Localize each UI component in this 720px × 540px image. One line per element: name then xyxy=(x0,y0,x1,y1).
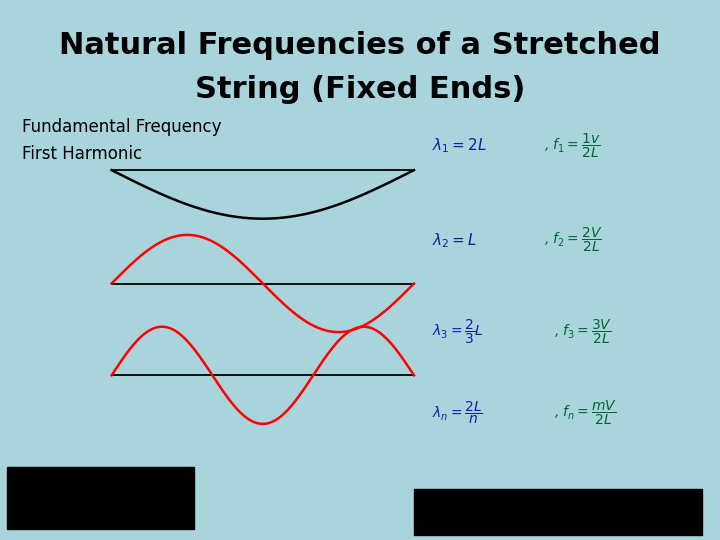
Text: $\lambda_n=\dfrac{2L}{n}$: $\lambda_n=\dfrac{2L}{n}$ xyxy=(432,400,483,426)
Text: , $f_n=\dfrac{mV}{2L}$: , $f_n=\dfrac{mV}{2L}$ xyxy=(554,399,618,427)
Text: $\lambda_3=\dfrac{2}{3}L$: $\lambda_3=\dfrac{2}{3}L$ xyxy=(432,318,484,346)
Text: $\lambda_2 = L$: $\lambda_2 = L$ xyxy=(432,231,477,249)
Text: String (Fixed Ends): String (Fixed Ends) xyxy=(195,75,525,104)
Text: $\lambda_1 = 2L$: $\lambda_1 = 2L$ xyxy=(432,137,487,155)
Text: , $f_2=\dfrac{2V}{2L}$: , $f_2=\dfrac{2V}{2L}$ xyxy=(544,226,602,254)
Bar xyxy=(414,489,702,535)
Text: First Harmonic: First Harmonic xyxy=(22,145,142,163)
Text: Natural Frequencies of a Stretched: Natural Frequencies of a Stretched xyxy=(59,31,661,60)
Text: Fundamental Frequency: Fundamental Frequency xyxy=(22,118,221,136)
Bar xyxy=(7,467,194,529)
Text: , $f_1=\dfrac{1v}{2L}$: , $f_1=\dfrac{1v}{2L}$ xyxy=(544,132,600,160)
Text: , $f_3=\dfrac{3V}{2L}$: , $f_3=\dfrac{3V}{2L}$ xyxy=(554,318,613,346)
